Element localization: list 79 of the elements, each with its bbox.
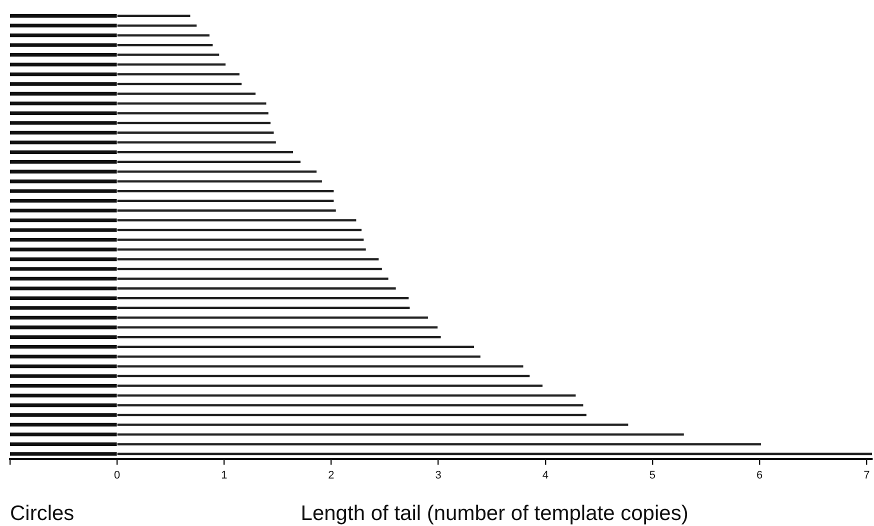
x-axis-title: Length of tail (number of template copies)	[300, 502, 688, 525]
bar	[10, 335, 117, 339]
bar	[10, 208, 117, 212]
x-tick-label: 5	[649, 469, 656, 482]
bar	[10, 413, 117, 417]
bar	[10, 92, 117, 96]
bar	[10, 121, 117, 125]
bar	[10, 189, 117, 193]
bar	[117, 316, 428, 319]
bar	[117, 365, 524, 368]
bar	[10, 384, 117, 388]
bar	[10, 140, 117, 144]
bar	[10, 403, 117, 408]
bar	[10, 276, 117, 281]
bar	[117, 200, 334, 202]
bar	[10, 316, 117, 320]
bar	[117, 219, 356, 222]
bar	[10, 364, 117, 368]
bar	[117, 180, 322, 182]
x-tick-label: 3	[435, 469, 442, 482]
bar	[10, 432, 117, 436]
bar	[117, 54, 220, 56]
bar	[10, 14, 117, 18]
bar	[117, 14, 190, 17]
bar	[117, 424, 628, 426]
x-tick-label: 2	[328, 469, 334, 482]
bar	[10, 199, 117, 203]
bar	[117, 258, 379, 260]
bar	[10, 218, 117, 222]
bar	[117, 238, 364, 241]
bar	[10, 150, 117, 154]
bar	[10, 130, 117, 135]
bar	[117, 278, 388, 280]
bar	[117, 151, 294, 154]
bar	[10, 82, 117, 86]
x-tick-label: 6	[756, 469, 763, 482]
bar	[117, 297, 409, 300]
bar	[117, 112, 268, 114]
bar	[10, 111, 117, 116]
bar	[10, 160, 117, 164]
bar	[10, 452, 117, 456]
bar	[10, 228, 117, 232]
bar	[10, 43, 117, 47]
bar	[117, 34, 210, 36]
bar	[10, 442, 117, 446]
bar	[117, 92, 256, 95]
text: Circles	[10, 502, 74, 525]
bar	[117, 443, 761, 446]
bar	[10, 345, 117, 349]
bar	[10, 34, 117, 38]
bar	[10, 326, 117, 330]
bar	[117, 404, 584, 406]
bar	[10, 286, 117, 290]
bar	[10, 72, 117, 76]
bar	[117, 346, 474, 348]
bar	[10, 257, 117, 262]
bar	[10, 24, 117, 28]
x-tick-label: 0	[114, 469, 120, 482]
bar	[117, 73, 240, 76]
bar	[10, 238, 117, 242]
bar	[10, 374, 117, 378]
bar	[10, 296, 117, 300]
bar	[10, 180, 117, 184]
bar	[117, 132, 274, 134]
bar	[117, 170, 317, 173]
bar	[10, 248, 117, 252]
bar	[10, 170, 117, 174]
bar	[10, 306, 117, 310]
bar	[10, 422, 117, 427]
bar	[10, 267, 117, 271]
x-tick-label: 4	[542, 469, 548, 482]
bar	[10, 354, 117, 358]
bar	[10, 62, 117, 66]
bar	[10, 102, 117, 106]
x-tick-label: 1	[221, 469, 228, 482]
bar	[10, 52, 117, 57]
bar	[117, 384, 543, 387]
x-tick-label: 7	[864, 469, 870, 482]
bar	[10, 394, 117, 398]
